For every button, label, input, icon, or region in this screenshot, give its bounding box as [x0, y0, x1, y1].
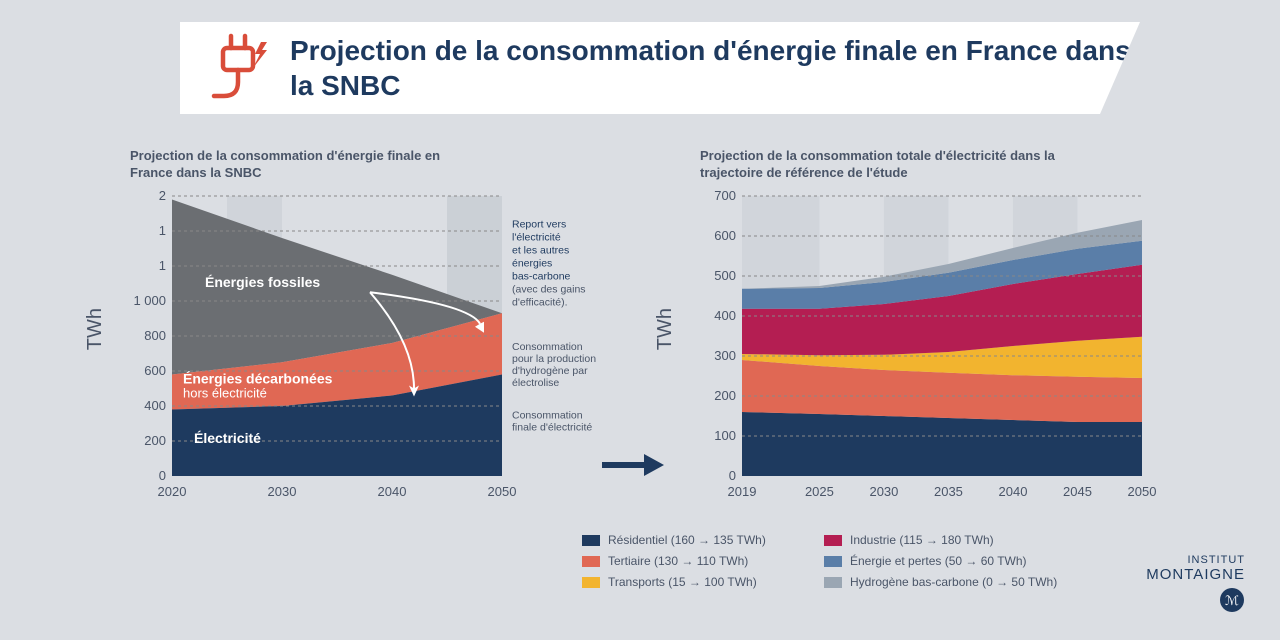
- left-chart-title: Projection de la consommation d'énergie …: [130, 148, 450, 182]
- svg-text:bas-carbone: bas-carbone: [512, 270, 571, 282]
- svg-text:0: 0: [729, 468, 736, 483]
- svg-text:2050: 2050: [1128, 484, 1157, 499]
- svg-text:électrolise: électrolise: [512, 377, 559, 389]
- plug-icon: [195, 30, 275, 110]
- legend-item: Hydrogène bas-carbone (0 → 50 TWh): [824, 575, 1084, 589]
- logo-line1: INSTITUT: [1146, 554, 1245, 566]
- legend-item: Industrie (115 → 180 TWh): [824, 533, 1084, 547]
- svg-text:400: 400: [144, 398, 166, 413]
- svg-text:600: 600: [144, 363, 166, 378]
- svg-text:2030: 2030: [869, 484, 898, 499]
- left-ylabel: TWh: [84, 308, 107, 350]
- svg-text:hors électricité: hors électricité: [183, 385, 267, 400]
- right-chart: Projection de la consommation totale d'é…: [700, 148, 1170, 523]
- right-ylabel: TWh: [654, 308, 677, 350]
- svg-text:600: 600: [714, 228, 736, 243]
- institut-montaigne-logo: INSTITUT MONTAIGNE ℳ: [1146, 554, 1245, 618]
- legend-item: Résidentiel (160 → 135 TWh): [582, 533, 812, 547]
- svg-text:(avec des gains: (avec des gains: [512, 283, 586, 295]
- svg-text:2030: 2030: [268, 484, 297, 499]
- svg-text:pour la production: pour la production: [512, 353, 596, 365]
- svg-text:1 000: 1 000: [133, 293, 166, 308]
- svg-text:1: 1: [159, 258, 166, 273]
- legend-item: Énergie et pertes (50 → 60 TWh): [824, 554, 1084, 568]
- svg-text:ℳ: ℳ: [1225, 593, 1239, 608]
- svg-text:et les autres: et les autres: [512, 244, 569, 256]
- legend-label: Industrie (115 → 180 TWh): [850, 533, 994, 547]
- svg-text:200: 200: [714, 388, 736, 403]
- svg-text:énergies: énergies: [512, 257, 552, 269]
- arrow-icon: [600, 450, 670, 480]
- legend-swatch: [824, 577, 842, 588]
- svg-text:700: 700: [714, 188, 736, 203]
- legend-swatch: [582, 577, 600, 588]
- svg-text:200: 200: [144, 433, 166, 448]
- svg-text:Consommation: Consommation: [512, 409, 583, 421]
- svg-text:2035: 2035: [934, 484, 963, 499]
- svg-text:2040: 2040: [378, 484, 407, 499]
- svg-text:1: 1: [159, 223, 166, 238]
- svg-text:l'électricité: l'électricité: [512, 231, 561, 243]
- svg-text:d'efficacité).: d'efficacité).: [512, 296, 568, 308]
- legend-item: Tertiaire (130 → 110 TWh): [582, 554, 812, 568]
- svg-text:2: 2: [159, 188, 166, 203]
- svg-text:d'hydrogène par: d'hydrogène par: [512, 365, 588, 377]
- legend-label: Énergie et pertes (50 → 60 TWh): [850, 554, 1027, 568]
- svg-text:2019: 2019: [728, 484, 757, 499]
- right-chart-svg: 0 100 200 300 400 500 600 700 2019 2025 2030 2035 20…: [700, 188, 1170, 518]
- legend-label: Tertiaire (130 → 110 TWh): [608, 554, 748, 568]
- legend-swatch: [824, 556, 842, 567]
- legend-item: Transports (15 → 100 TWh): [582, 575, 812, 589]
- svg-text:400: 400: [714, 308, 736, 323]
- svg-text:500: 500: [714, 268, 736, 283]
- legend-swatch: [582, 556, 600, 567]
- legend: Résidentiel (160 → 135 TWh) Industrie (11…: [582, 533, 1084, 589]
- left-chart-svg: 0 200 400 600 800 1 000 1 1 2 2020 2030 2040 2050 Éne…: [130, 188, 600, 518]
- svg-text:2040: 2040: [999, 484, 1028, 499]
- svg-text:finale d'électricité: finale d'électricité: [512, 421, 592, 433]
- svg-text:800: 800: [144, 328, 166, 343]
- logo-line2: MONTAIGNE: [1146, 566, 1245, 583]
- legend-label: Hydrogène bas-carbone (0 → 50 TWh): [850, 575, 1057, 589]
- page-title: Projection de la consommation d'énergie …: [290, 33, 1140, 103]
- title-banner: Projection de la consommation d'énergie …: [180, 22, 1140, 114]
- svg-text:100: 100: [714, 428, 736, 443]
- svg-text:Énergies décarbonées: Énergies décarbonées: [183, 370, 333, 386]
- svg-text:Électricité: Électricité: [194, 430, 261, 446]
- svg-text:Énergies fossiles: Énergies fossiles: [205, 274, 320, 290]
- svg-text:Report vers: Report vers: [512, 218, 566, 230]
- svg-text:0: 0: [159, 468, 166, 483]
- left-chart: Projection de la consommation d'énergie …: [130, 148, 600, 523]
- svg-text:2020: 2020: [158, 484, 187, 499]
- legend-swatch: [824, 535, 842, 546]
- svg-text:2045: 2045: [1063, 484, 1092, 499]
- svg-text:2025: 2025: [805, 484, 834, 499]
- legend-label: Résidentiel (160 → 135 TWh): [608, 533, 766, 547]
- legend-label: Transports (15 → 100 TWh): [608, 575, 757, 589]
- svg-text:300: 300: [714, 348, 736, 363]
- svg-text:Consommation: Consommation: [512, 341, 583, 353]
- svg-text:2050: 2050: [488, 484, 517, 499]
- legend-swatch: [582, 535, 600, 546]
- right-chart-title: Projection de la consommation totale d'é…: [700, 148, 1100, 182]
